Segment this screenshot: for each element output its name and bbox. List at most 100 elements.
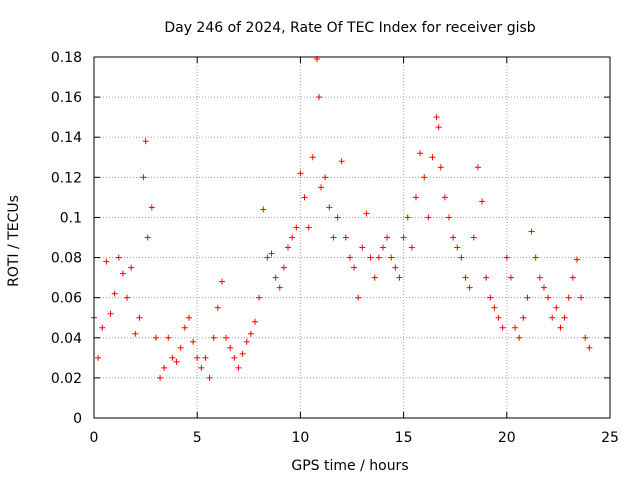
x-axis-label: GPS time / hours — [291, 458, 408, 474]
y-tick-label: 0.08 — [51, 251, 82, 267]
data-point — [301, 194, 308, 201]
data-point — [251, 318, 258, 325]
data-point — [99, 324, 106, 331]
y-tick-label: 0.02 — [51, 371, 82, 387]
data-point — [136, 314, 143, 321]
data-point — [483, 274, 490, 281]
data-point — [503, 254, 510, 261]
data-point — [458, 254, 465, 261]
data-point — [441, 194, 448, 201]
data-point — [185, 314, 192, 321]
data-point — [545, 294, 552, 301]
y-tick-label: 0.12 — [51, 170, 82, 186]
data-point — [177, 344, 184, 351]
data-point — [375, 254, 382, 261]
y-tick-label: 0.16 — [51, 90, 82, 106]
data-point — [124, 294, 131, 301]
data-point — [198, 364, 205, 371]
data-point — [223, 334, 230, 341]
data-point — [549, 314, 556, 321]
data-point — [495, 314, 502, 321]
data-point — [446, 214, 453, 221]
data-point — [532, 254, 539, 261]
data-point — [218, 278, 225, 285]
data-point — [462, 274, 469, 281]
data-point — [264, 254, 271, 261]
data-point — [524, 294, 531, 301]
data-point — [190, 338, 197, 345]
data-point — [206, 374, 213, 381]
data-point — [95, 354, 102, 361]
data-point — [115, 254, 122, 261]
data-point — [318, 184, 325, 191]
data-point — [342, 234, 349, 241]
data-point — [132, 330, 139, 337]
data-point — [173, 358, 180, 365]
data-point — [470, 234, 477, 241]
data-point — [408, 244, 415, 251]
data-point — [384, 234, 391, 241]
data-point — [260, 206, 267, 213]
data-point — [214, 304, 221, 311]
data-point — [165, 334, 172, 341]
axis-ticks: 0 5 10 15 20 25 0 0.02 0.04 0.06 0.08 0.1 0.12 0.14 0.… — [51, 50, 619, 446]
data-point — [152, 334, 159, 341]
data-point — [561, 314, 568, 321]
data-point — [285, 244, 292, 251]
data-point — [355, 294, 362, 301]
data-point — [297, 170, 304, 177]
data-point — [379, 244, 386, 251]
data-point — [367, 254, 374, 261]
x-tick-label: 10 — [291, 430, 309, 446]
data-point — [235, 364, 242, 371]
data-point — [309, 154, 316, 161]
data-point — [569, 274, 576, 281]
data-point — [351, 264, 358, 271]
y-tick-label: 0.1 — [60, 210, 82, 226]
y-tick-label: 0.14 — [51, 130, 82, 146]
data-point — [388, 254, 395, 261]
data-point — [227, 344, 234, 351]
data-point — [450, 234, 457, 241]
data-point — [140, 174, 147, 181]
data-point — [466, 284, 473, 291]
data-point — [202, 354, 209, 361]
data-point — [169, 354, 176, 361]
data-point — [272, 274, 279, 281]
data-point — [231, 354, 238, 361]
data-point — [557, 324, 564, 331]
data-point — [111, 290, 118, 297]
data-point — [268, 250, 275, 257]
data-point — [161, 364, 168, 371]
data-point — [540, 284, 547, 291]
data-point — [194, 354, 201, 361]
data-point — [435, 124, 442, 131]
chart-title: Day 246 of 2024, Rate Of TEC Index for r… — [164, 20, 535, 36]
data-point — [565, 294, 572, 301]
data-point — [392, 264, 399, 271]
data-point — [520, 314, 527, 321]
data-point — [573, 256, 580, 263]
x-tick-label: 20 — [498, 430, 516, 446]
data-point — [421, 174, 428, 181]
data-point — [487, 294, 494, 301]
data-point — [326, 204, 333, 211]
data-point — [239, 350, 246, 357]
data-point — [454, 244, 461, 251]
data-point — [103, 258, 110, 265]
y-tick-label: 0 — [73, 411, 82, 427]
data-point — [276, 284, 283, 291]
data-point — [553, 304, 560, 311]
data-point — [247, 330, 254, 337]
data-point — [293, 224, 300, 231]
data-point — [119, 270, 126, 277]
data-point — [491, 304, 498, 311]
y-tick-label: 0.06 — [51, 291, 82, 307]
y-tick-label: 0.04 — [51, 331, 82, 347]
x-tick-label: 0 — [90, 430, 99, 446]
data-point — [338, 158, 345, 165]
plot-frame — [93, 56, 611, 419]
